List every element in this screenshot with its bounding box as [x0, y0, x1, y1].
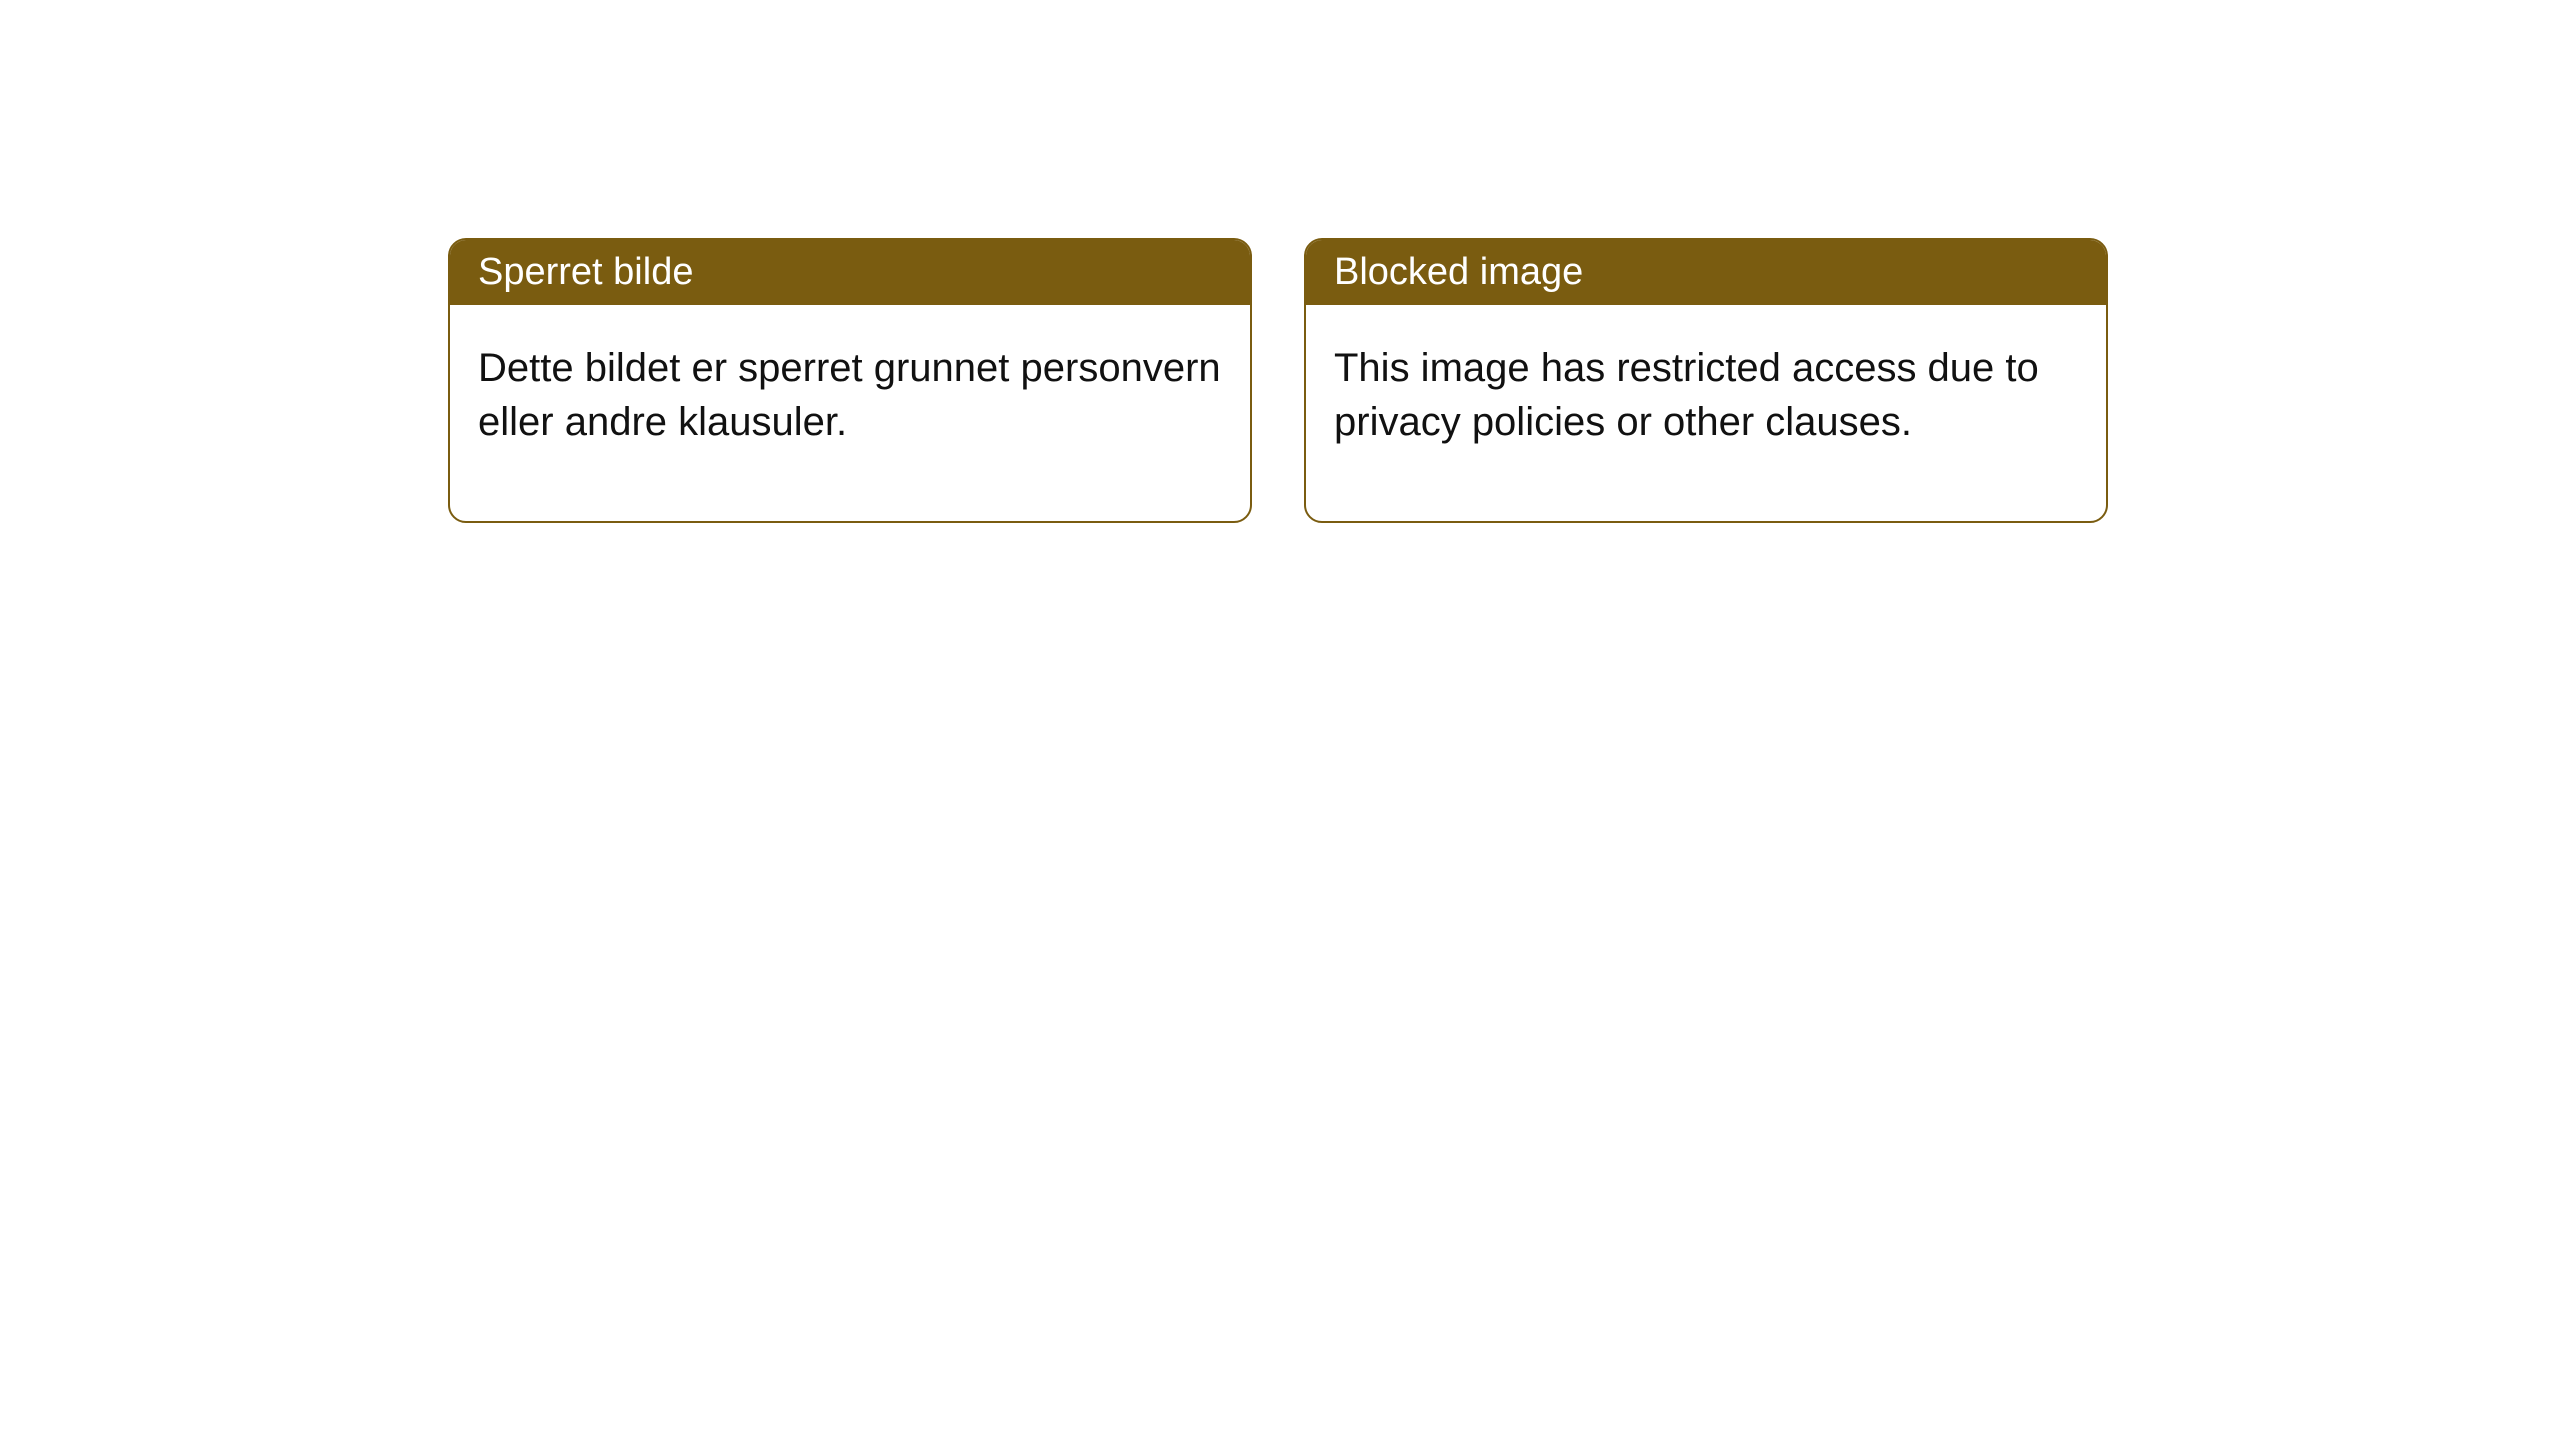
notice-card-no: Sperret bilde Dette bildet er sperret gr… — [448, 238, 1252, 523]
notice-title-no: Sperret bilde — [450, 240, 1250, 305]
notice-body-en: This image has restricted access due to … — [1306, 305, 2106, 521]
notice-card-en: Blocked image This image has restricted … — [1304, 238, 2108, 523]
notice-container: Sperret bilde Dette bildet er sperret gr… — [0, 0, 2560, 523]
notice-title-en: Blocked image — [1306, 240, 2106, 305]
notice-body-no: Dette bildet er sperret grunnet personve… — [450, 305, 1250, 521]
